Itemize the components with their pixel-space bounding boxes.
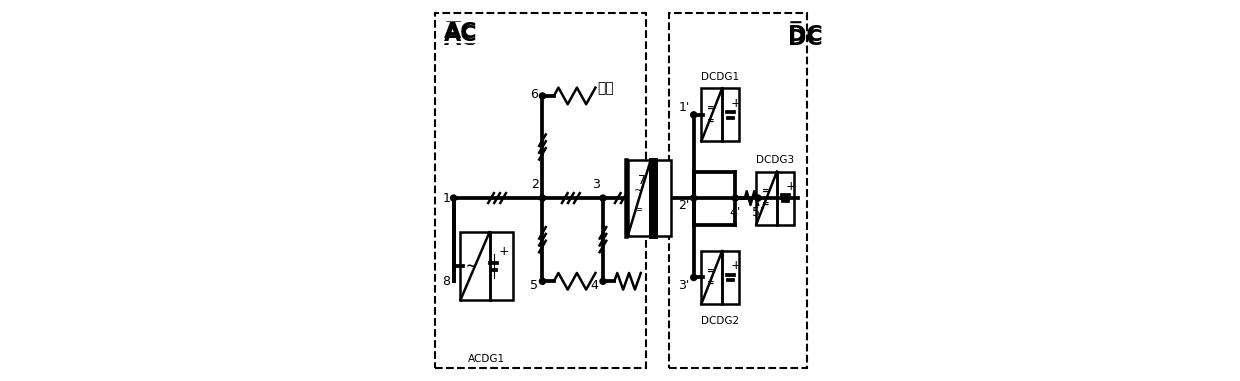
Text: 4': 4' [729, 206, 742, 219]
Text: ACDG1: ACDG1 [469, 354, 506, 364]
Text: 2: 2 [532, 178, 539, 190]
Text: AC: AC [444, 22, 477, 42]
Bar [460, 232, 490, 300]
Circle shape [539, 278, 546, 284]
Circle shape [691, 112, 697, 118]
Text: =: = [707, 104, 714, 113]
Text: 4: 4 [590, 279, 599, 292]
Text: =: = [707, 279, 714, 288]
Text: 3: 3 [591, 178, 600, 190]
Bar [702, 251, 722, 304]
Text: ~: ~ [466, 259, 476, 273]
Circle shape [450, 195, 456, 201]
Text: DCDG3: DCDG3 [756, 155, 794, 165]
Circle shape [600, 278, 606, 284]
Text: +: + [498, 245, 510, 258]
Circle shape [755, 195, 761, 201]
Bar [756, 171, 777, 224]
Text: 1': 1' [678, 101, 689, 114]
Text: DCDG2: DCDG2 [701, 316, 739, 326]
Text: AC: AC [444, 29, 477, 49]
Text: 2': 2' [678, 199, 689, 212]
Text: 5': 5' [753, 206, 764, 219]
Text: 3': 3' [678, 279, 689, 291]
Bar [722, 251, 739, 304]
Text: 1: 1 [443, 192, 450, 205]
Text: 5: 5 [529, 279, 538, 292]
Circle shape [733, 195, 738, 201]
Text: 负载: 负载 [598, 82, 614, 95]
Bar [777, 171, 794, 224]
Text: 6: 6 [529, 88, 538, 101]
Text: 8: 8 [443, 275, 450, 288]
Text: +: + [730, 259, 742, 272]
Circle shape [691, 274, 697, 280]
Circle shape [600, 195, 606, 201]
Text: =: = [761, 200, 769, 209]
Bar [722, 88, 739, 141]
Text: ~: ~ [634, 186, 642, 195]
Circle shape [539, 195, 546, 201]
Text: +: + [730, 97, 742, 110]
Text: AC: AC [444, 26, 477, 45]
Bar [627, 160, 651, 236]
Text: DC: DC [789, 29, 823, 49]
Circle shape [691, 195, 697, 201]
Text: DC: DC [789, 26, 823, 45]
Text: =: = [761, 187, 769, 196]
Text: =: = [635, 205, 641, 214]
Circle shape [539, 93, 546, 99]
Text: 7: 7 [637, 174, 646, 187]
Bar [655, 160, 671, 236]
Text: =: = [707, 267, 714, 275]
Bar [490, 232, 513, 300]
Text: +: + [785, 180, 796, 193]
Text: DCDG1: DCDG1 [701, 72, 739, 82]
Bar [702, 88, 722, 141]
Text: =: = [707, 117, 714, 126]
